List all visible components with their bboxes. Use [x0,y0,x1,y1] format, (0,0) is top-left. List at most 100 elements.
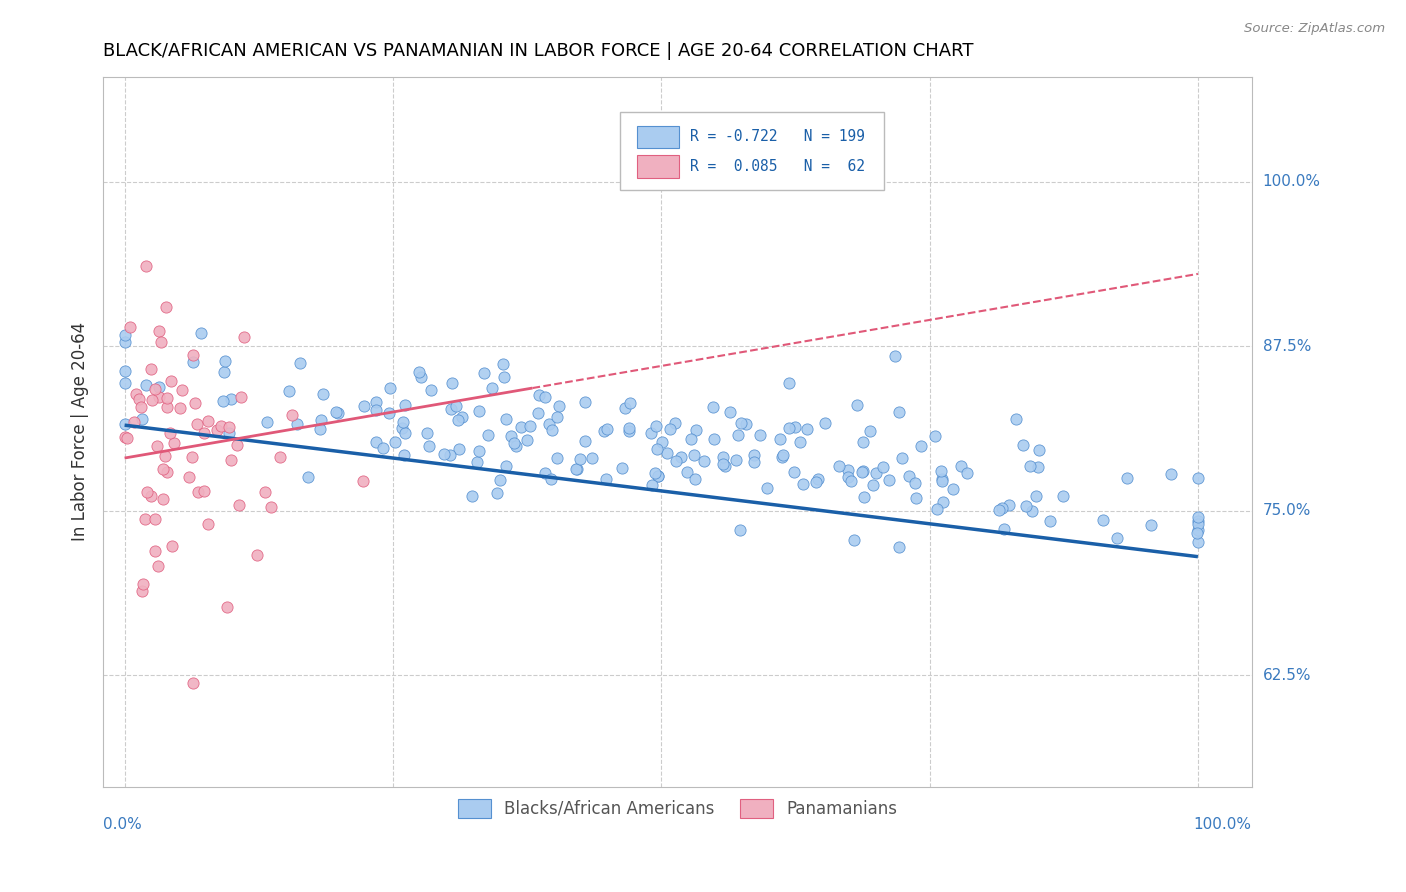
Point [537,417,560,432]
Point [193,484,215,499]
Point [647,468,669,483]
Point [929,464,952,478]
Point [1026,460,1049,475]
Point [205,423,228,437]
Point [657,446,679,460]
Point [683,448,706,462]
Point [813,417,835,431]
Point [891,450,914,465]
Point [796,421,818,435]
Point [114,417,136,431]
Point [153,449,176,463]
Point [645,442,668,456]
Point [1018,458,1040,473]
Point [724,453,747,467]
Point [778,421,800,435]
Point [1107,531,1129,545]
Point [115,432,138,446]
Point [394,398,416,412]
Point [645,418,668,433]
Point [728,524,751,538]
Point [325,405,347,419]
Point [541,423,564,437]
Point [218,419,240,434]
Point [1021,503,1043,517]
Point [593,425,616,439]
Point [253,485,276,500]
Point [297,470,319,484]
Point [481,382,503,396]
Point [569,451,592,466]
Point [128,392,150,406]
Point [772,448,794,462]
Point [212,393,235,408]
Point [131,412,153,426]
Point [595,472,617,486]
Point [783,419,806,434]
Point [1160,467,1182,482]
Point [877,473,900,487]
Point [851,434,873,449]
Point [827,458,849,473]
Point [380,381,402,395]
Point [451,409,474,424]
Point [1140,517,1163,532]
Point [924,429,946,443]
Point [447,442,470,456]
Point [783,466,806,480]
Point [1039,514,1062,528]
Point [574,395,596,409]
Point [114,376,136,390]
Point [658,422,681,436]
Point [748,428,770,442]
Point [181,355,204,369]
Point [727,428,749,442]
Point [231,390,253,404]
Point [156,391,179,405]
Point [114,429,136,443]
Point [1028,442,1050,457]
Point [146,559,169,574]
Point [364,395,387,409]
Legend: Blacks/African Americans, Panamanians: Blacks/African Americans, Panamanians [451,792,904,825]
Point [1004,412,1026,426]
Point [565,462,588,476]
Point [495,412,517,426]
Point [418,439,440,453]
Point [770,450,793,464]
Point [485,486,508,500]
Point [148,390,170,404]
Point [681,432,703,446]
Point [446,400,468,414]
Point [468,444,491,458]
Point [527,406,550,420]
Point [156,400,179,414]
Point [465,454,488,468]
Point [125,387,148,401]
Point [190,326,212,340]
Point [851,465,873,479]
Point [181,676,204,690]
Point [384,434,406,449]
Point [889,405,911,419]
Point [534,467,557,481]
Point [956,466,979,480]
Point [148,324,170,338]
Point [160,539,183,553]
Point [596,421,619,435]
Point [527,388,550,402]
Point [148,380,170,394]
Point [540,472,562,486]
Point [134,512,156,526]
Point [494,370,516,384]
Point [927,502,949,516]
Point [308,421,330,435]
Point [114,328,136,343]
Point [1187,515,1209,529]
Text: 100.0%: 100.0% [1263,174,1320,189]
Point [433,447,456,461]
Text: BLACK/AFRICAN AMERICAN VS PANAMANIAN IN LABOR FORCE | AGE 20-64 CORRELATION CHAR: BLACK/AFRICAN AMERICAN VS PANAMANIAN IN … [103,42,973,60]
Point [650,435,672,450]
Point [150,335,173,350]
Text: 100.0%: 100.0% [1194,817,1251,832]
